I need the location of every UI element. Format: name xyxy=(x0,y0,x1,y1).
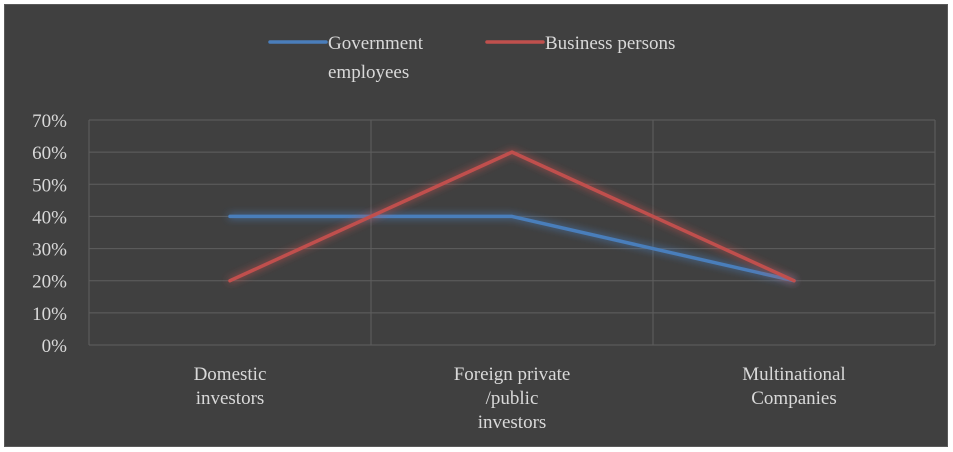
y-tick-label: 10% xyxy=(32,304,67,325)
x-tick-label: Multinational Companies xyxy=(742,364,845,409)
data-point-s1-2 xyxy=(792,279,796,283)
y-tick-label: 70% xyxy=(32,111,67,132)
chart-area: 0% 10% 20% 30% 40% 50% 60% 70% Domestic investor… xyxy=(4,4,948,447)
y-tick-label: 50% xyxy=(32,175,67,196)
y-axis-tick-labels: 0% 10% 20% 30% 40% 50% 60% 70% xyxy=(32,111,67,357)
x-tick-label: Domestic investors xyxy=(194,364,267,409)
data-point-s1-0 xyxy=(228,279,232,283)
legend-label-1: Business persons xyxy=(545,33,675,54)
y-tick-label: 0% xyxy=(42,336,68,357)
x-axis-tick-labels: Domestic investors Foreign private/public i… xyxy=(194,364,846,433)
x-tick-label: Foreign private/public investors xyxy=(454,364,571,433)
y-tick-label: 40% xyxy=(32,207,67,228)
y-tick-label: 20% xyxy=(32,272,67,293)
data-point-s1-1 xyxy=(510,150,514,154)
series-lines xyxy=(228,150,796,283)
data-point-s0-0 xyxy=(228,214,232,218)
line-chart: 0% 10% 20% 30% 40% 50% 60% 70% Domestic investor… xyxy=(32,33,936,433)
data-point-s0-1 xyxy=(510,214,514,218)
legend: Government employees Business persons xyxy=(268,33,675,83)
y-tick-label: 30% xyxy=(32,240,67,261)
legend-label-0: Government employees xyxy=(328,33,424,83)
y-tick-label: 60% xyxy=(32,143,67,164)
